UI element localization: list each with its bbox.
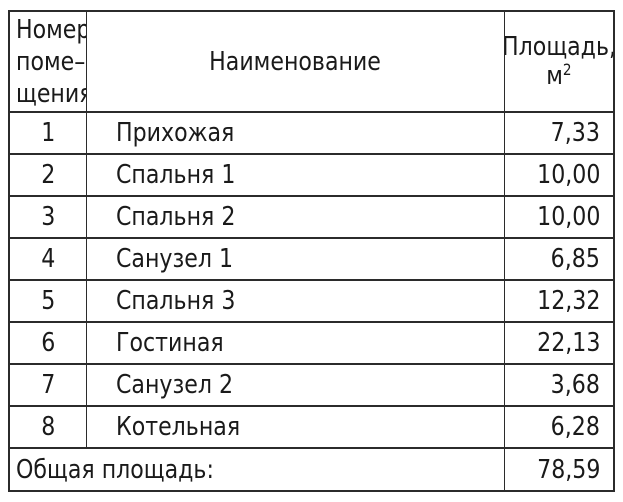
- header-area-unit-superscript: 2: [563, 59, 572, 79]
- room-area-cell: 6,85: [505, 239, 613, 281]
- room-number-cell: 7: [10, 365, 87, 407]
- header-area: Площадь, м2: [505, 12, 613, 113]
- room-area-cell: 3,68: [505, 365, 613, 407]
- total-label-cell: Общая площадь:: [10, 449, 505, 490]
- room-number-cell: 4: [10, 239, 87, 281]
- header-room-number: Номер поме– щения: [10, 12, 87, 113]
- room-name-cell: Спальня 3: [87, 281, 505, 323]
- room-name-cell: Гостиная: [87, 323, 505, 365]
- room-number-cell: 6: [10, 323, 87, 365]
- room-name-cell: Прихожая: [87, 113, 505, 155]
- room-number-cell: 3: [10, 197, 87, 239]
- header-name-label: Наименование: [209, 46, 382, 77]
- room-name-cell: Спальня 1: [87, 155, 505, 197]
- header-room-number-line1: Номер: [16, 14, 87, 45]
- total-label: Общая площадь:: [16, 454, 214, 485]
- total-value: 78,59: [536, 454, 600, 485]
- header-name: Наименование: [87, 12, 505, 113]
- total-value-cell: 78,59: [505, 449, 613, 490]
- room-area-table: Номер поме– щения Наименование Площадь, …: [8, 10, 615, 492]
- room-area-cell: 12,32: [505, 281, 613, 323]
- room-area-cell: 10,00: [505, 197, 613, 239]
- room-number-cell: 2: [10, 155, 87, 197]
- header-area-unit: м2: [546, 59, 572, 91]
- header-area-line1: Площадь,: [505, 31, 613, 62]
- room-name-cell: Санузел 1: [87, 239, 505, 281]
- room-name-cell: Котельная: [87, 407, 505, 449]
- room-area-cell: 7,33: [505, 113, 613, 155]
- room-name-cell: Санузел 2: [87, 365, 505, 407]
- room-area-cell: 22,13: [505, 323, 613, 365]
- room-number-cell: 5: [10, 281, 87, 323]
- header-room-number-line2: поме–: [16, 46, 86, 77]
- room-number-cell: 8: [10, 407, 87, 449]
- room-area-cell: 6,28: [505, 407, 613, 449]
- room-name-cell: Спальня 2: [87, 197, 505, 239]
- room-area-cell: 10,00: [505, 155, 613, 197]
- header-room-number-line3: щения: [16, 78, 87, 109]
- room-number-cell: 1: [10, 113, 87, 155]
